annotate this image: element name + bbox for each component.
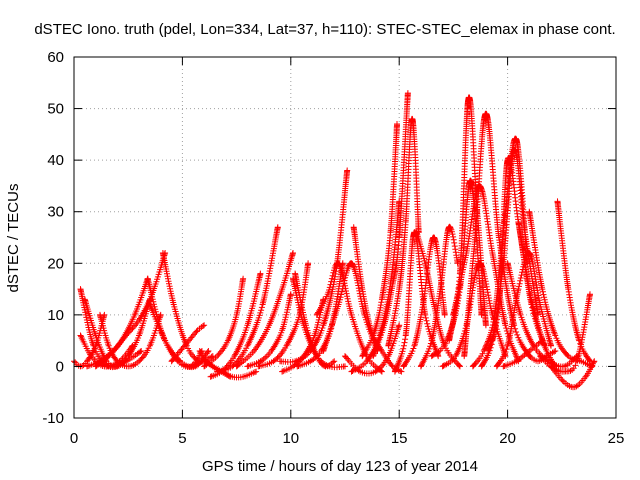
series-markers bbox=[359, 121, 400, 360]
y-tick-label: 10 bbox=[47, 307, 64, 324]
series-32 bbox=[385, 115, 422, 349]
series-markers bbox=[350, 224, 405, 375]
axes: 0 5 10 15 20 25 -10 0 10 20 30 40 50 60 bbox=[42, 49, 624, 447]
x-tick-label: 15 bbox=[391, 430, 408, 447]
series-15 bbox=[201, 275, 247, 370]
y-axis-label: dSTEC / TECUs bbox=[5, 184, 22, 293]
x-axis-label: GPS time / hours of day 123 of year 2014 bbox=[202, 458, 478, 475]
series-50 bbox=[554, 198, 593, 365]
x-tick-label: 25 bbox=[608, 430, 625, 447]
y-tick-label: 20 bbox=[47, 255, 64, 272]
series-18 bbox=[244, 291, 294, 370]
series-markers bbox=[370, 90, 411, 360]
series-markers bbox=[500, 337, 546, 370]
series-markers bbox=[244, 291, 294, 370]
y-tick-label: 60 bbox=[47, 49, 64, 66]
series-markers bbox=[342, 322, 403, 377]
x-tick-label: 20 bbox=[499, 430, 516, 447]
series-markers bbox=[526, 348, 559, 365]
data-points bbox=[71, 90, 598, 391]
y-tick-label: 0 bbox=[56, 358, 64, 375]
series-markers bbox=[385, 115, 422, 349]
x-tick-label: 0 bbox=[70, 430, 78, 447]
series-28 bbox=[350, 224, 405, 375]
series-52 bbox=[526, 348, 559, 365]
series-markers bbox=[554, 198, 593, 365]
series-27 bbox=[342, 322, 403, 377]
x-tick-label: 10 bbox=[282, 430, 299, 447]
series-36 bbox=[417, 223, 461, 370]
series-markers bbox=[233, 250, 296, 370]
series-30 bbox=[359, 121, 400, 360]
series-16 bbox=[214, 224, 281, 375]
series-11 bbox=[168, 322, 208, 365]
plot-frame bbox=[73, 56, 617, 419]
y-tick-label: 50 bbox=[47, 101, 64, 118]
series-markers bbox=[168, 322, 208, 365]
x-tick-label: 5 bbox=[178, 430, 186, 447]
series-markers bbox=[201, 275, 247, 370]
series-24 bbox=[290, 275, 348, 371]
series-markers bbox=[290, 275, 348, 371]
series-markers bbox=[413, 229, 463, 370]
series-17 bbox=[233, 250, 296, 370]
y-tick-label: 40 bbox=[47, 152, 64, 169]
series-51 bbox=[548, 358, 598, 391]
series-markers bbox=[548, 358, 598, 391]
series-31 bbox=[370, 90, 411, 360]
y-tick-label: 30 bbox=[47, 204, 64, 221]
y-tick-label: -10 bbox=[42, 410, 64, 427]
series-53 bbox=[500, 337, 546, 370]
series-35 bbox=[413, 229, 463, 370]
series-markers bbox=[417, 223, 461, 370]
chart-title: dSTEC Iono. truth (pdel, Lon=334, Lat=37… bbox=[34, 21, 615, 38]
series-markers bbox=[214, 224, 281, 375]
